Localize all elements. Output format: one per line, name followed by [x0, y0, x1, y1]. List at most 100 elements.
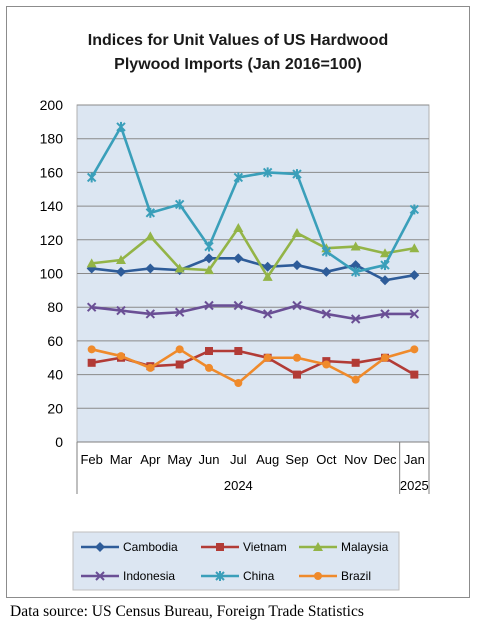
data-point	[234, 379, 243, 388]
data-point	[292, 169, 302, 180]
series-line	[91, 304, 415, 321]
data-point	[205, 363, 213, 372]
series-indonesia	[86, 300, 420, 324]
data-point	[380, 248, 390, 258]
x-tick-label: Dec	[373, 452, 397, 467]
data-point	[175, 360, 184, 369]
line-chart: Indices for Unit Values of US Hardwood Pl…	[40, 32, 430, 591]
data-point	[263, 353, 272, 362]
x-tick-label: Aug	[256, 452, 279, 467]
x-tick-label: Jan	[404, 452, 425, 467]
data-point	[216, 543, 224, 551]
data-point	[409, 204, 420, 215]
series-malaysia	[86, 223, 420, 281]
series-line	[91, 257, 415, 282]
data-point	[116, 266, 126, 277]
y-tick-label: 0	[55, 434, 63, 450]
data-point	[293, 353, 301, 362]
data-point	[380, 260, 390, 271]
x-tick-label: May	[167, 452, 192, 467]
x-tick-label: Jun	[199, 452, 220, 467]
data-point	[350, 314, 361, 324]
data-point	[293, 370, 301, 379]
y-tick-label: 100	[40, 266, 64, 282]
x-tick-label: Oct	[316, 452, 337, 467]
y-tick-label: 40	[47, 367, 63, 383]
data-point	[409, 270, 420, 281]
data-point	[292, 228, 302, 238]
legend-label: Indonesia	[123, 569, 175, 583]
data-point	[314, 572, 322, 580]
data-point	[380, 309, 390, 319]
data-point	[292, 260, 302, 271]
chart-title: Indices for Unit Values of US Hardwood Pl…	[88, 32, 388, 73]
y-tick-label: 160	[40, 164, 64, 180]
series-group	[86, 121, 420, 388]
legend-label: Vietnam	[243, 540, 287, 554]
legend-entry-indonesia: Indonesia	[81, 569, 175, 583]
data-point	[262, 309, 273, 319]
year-group-label: 2024	[224, 478, 253, 493]
series-line	[91, 348, 415, 385]
data-point	[233, 253, 244, 264]
data-point	[116, 305, 126, 316]
data-point	[262, 261, 273, 272]
data-point	[95, 542, 105, 552]
data-point	[321, 246, 332, 257]
gridlines	[77, 104, 429, 409]
legend-label: Cambodia	[123, 540, 178, 554]
year-group-label: 2025	[400, 478, 429, 493]
data-point	[204, 241, 214, 252]
legend-label: China	[243, 569, 275, 583]
data-point	[204, 265, 214, 275]
data-point	[146, 363, 155, 372]
y-tick-label: 120	[40, 232, 64, 248]
legend-entry-cambodia: Cambodia	[81, 540, 178, 554]
data-point	[117, 352, 125, 361]
legend-entry-china: China	[201, 569, 275, 583]
chart-title-line: Plywood Imports (Jan 2016=100)	[114, 56, 362, 73]
x-tick-label: Sep	[285, 452, 308, 467]
data-point	[322, 360, 331, 369]
data-point	[409, 309, 420, 319]
legend	[72, 531, 400, 591]
data-point	[351, 375, 360, 384]
data-point	[86, 258, 97, 268]
data-point	[145, 309, 156, 319]
legend-label: Malaysia	[341, 540, 389, 554]
data-point	[233, 300, 244, 311]
data-point	[145, 231, 156, 241]
legend-entry-malaysia: Malaysia	[299, 540, 389, 554]
x-tick-label: Nov	[344, 452, 368, 467]
data-point	[116, 121, 126, 132]
data-point	[409, 243, 420, 253]
data-point	[350, 266, 361, 277]
data-point	[262, 271, 273, 281]
data-point	[86, 172, 97, 183]
data-point	[145, 263, 156, 274]
data-point	[381, 353, 389, 362]
x-tick-label: Feb	[80, 452, 102, 467]
series-china	[86, 121, 420, 277]
data-point	[86, 302, 97, 312]
data-point	[175, 345, 184, 354]
y-tick-label: 200	[40, 97, 64, 113]
data-point	[321, 309, 332, 319]
data-point	[145, 207, 156, 218]
data-point	[87, 345, 96, 354]
series-brazil	[87, 345, 419, 388]
data-point	[410, 370, 419, 379]
data-point	[204, 300, 214, 311]
data-point	[350, 241, 361, 251]
x-tick-label: Apr	[140, 452, 161, 467]
y-axis: 0 20 40 60 80 100 120 140 160 180 200	[40, 97, 64, 450]
data-point	[233, 172, 244, 183]
data-source-note: Data source: US Census Bureau, Foreign T…	[10, 603, 364, 620]
data-point	[174, 307, 185, 317]
data-point	[174, 263, 185, 273]
data-point	[174, 199, 185, 210]
y-tick-label: 20	[47, 400, 63, 416]
y-tick-label: 80	[47, 299, 63, 315]
x-axis: Feb Mar Apr May Jun Jul Aug Sep Oct Nov Dec Jan 2024…	[76, 441, 430, 494]
data-point	[215, 571, 225, 581]
